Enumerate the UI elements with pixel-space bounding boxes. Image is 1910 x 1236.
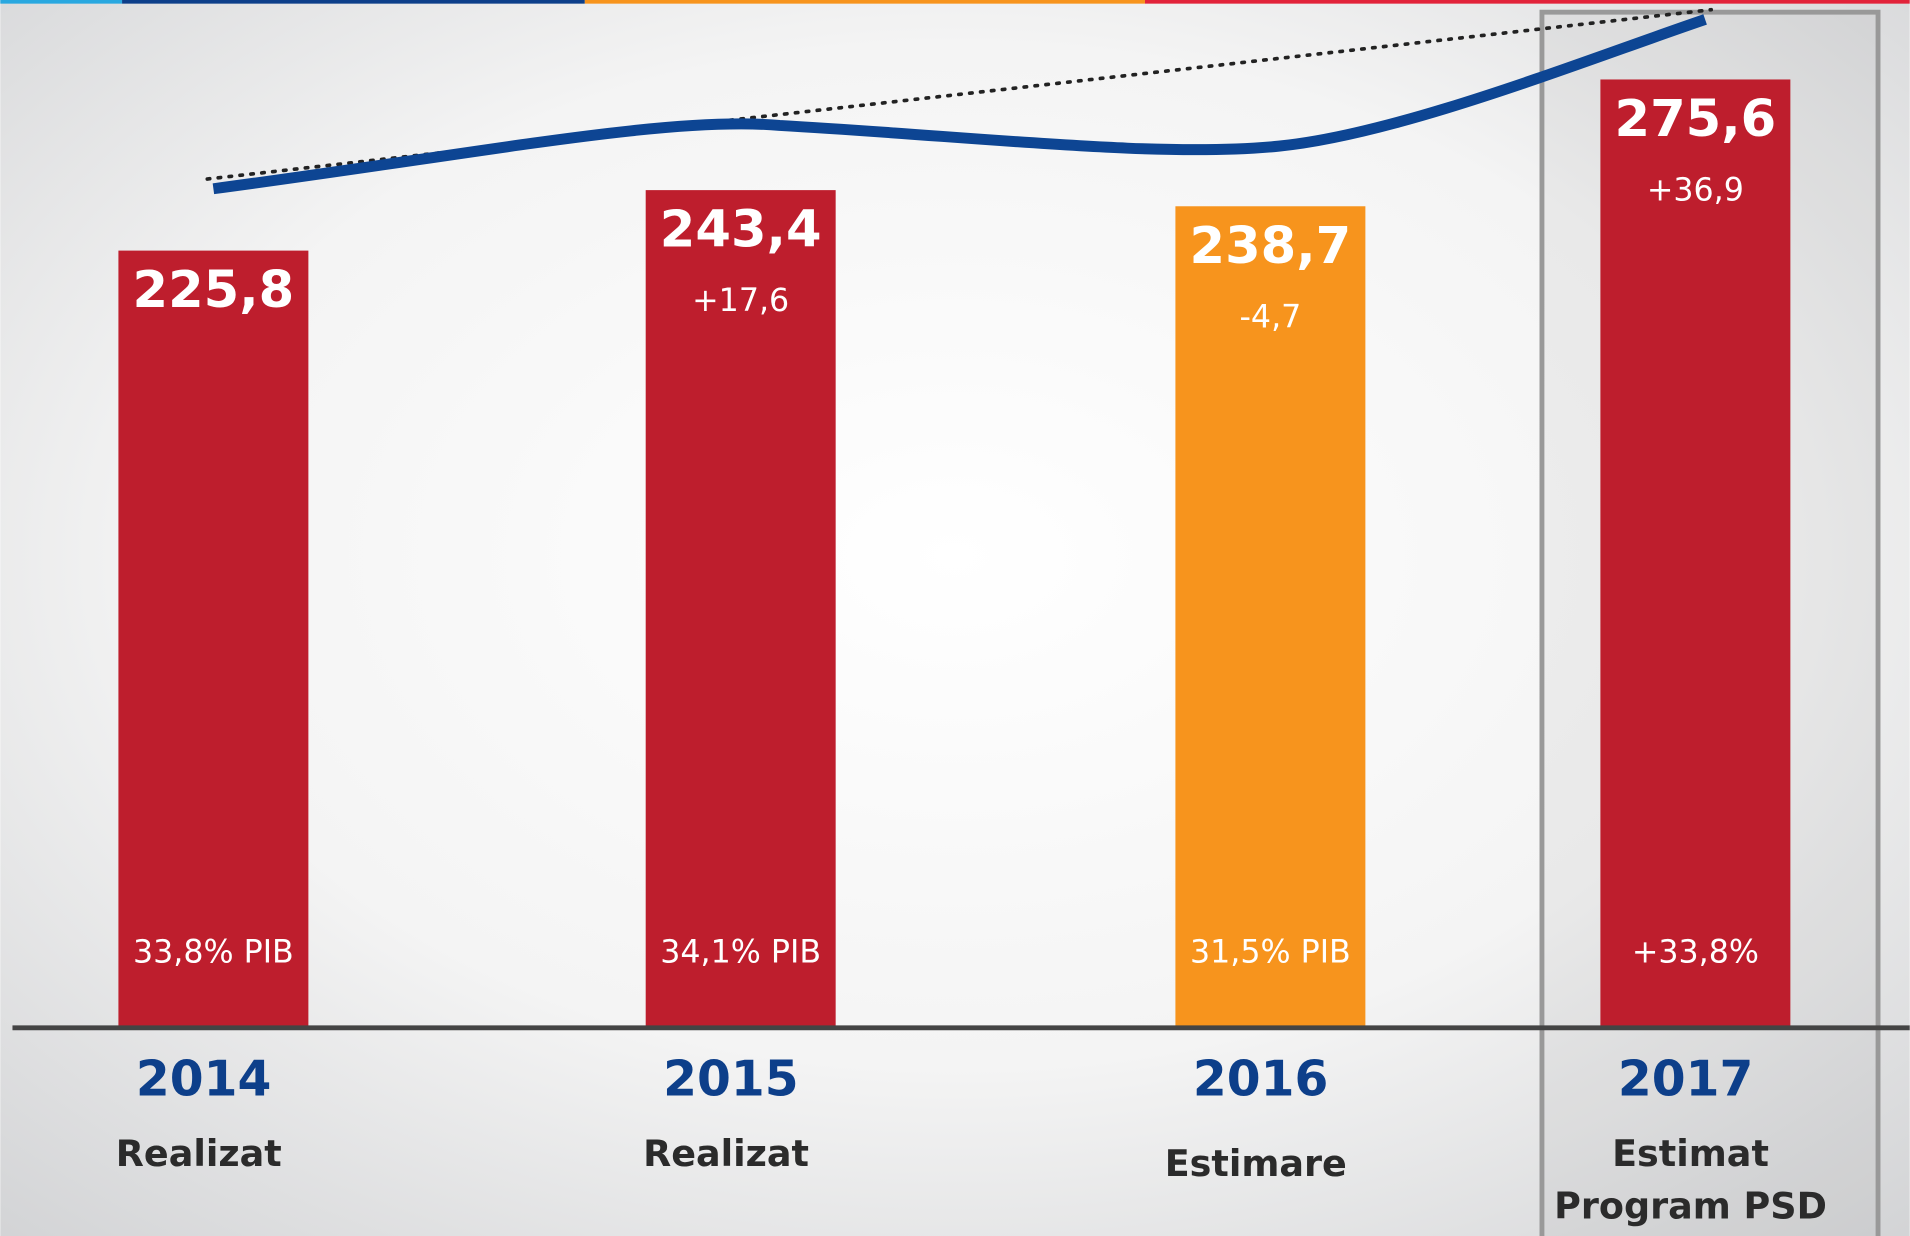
year-label: 2016 bbox=[1193, 1052, 1329, 1108]
year-label: 2015 bbox=[663, 1052, 799, 1108]
pib-label: 31,5% PIB bbox=[1190, 934, 1351, 970]
value-label: 238,7 bbox=[1190, 217, 1352, 276]
pib-label: +33,8% bbox=[1632, 934, 1759, 970]
plot: 225,8 33,8% PIB 2014 Realizat 243,4 +17,6 34,1… bbox=[116, 9, 1881, 1236]
sub-label: Estimare bbox=[1165, 1142, 1347, 1185]
value-label: 275,6 bbox=[1615, 90, 1777, 149]
pib-label: 33,8% PIB bbox=[133, 934, 294, 970]
sub-label: Realizat bbox=[643, 1132, 809, 1175]
bar bbox=[645, 190, 836, 1027]
sub-label: Program PSD bbox=[1554, 1184, 1827, 1227]
change-label: +17,6 bbox=[692, 283, 789, 319]
year-label: 2017 bbox=[1618, 1052, 1754, 1108]
value-label: 243,4 bbox=[660, 201, 822, 260]
bar bbox=[1600, 79, 1791, 1027]
bar bbox=[1175, 206, 1366, 1027]
top-stripe bbox=[1144, 0, 1910, 4]
sub-label: Estimat bbox=[1612, 1132, 1769, 1175]
pib-label: 34,1% PIB bbox=[660, 934, 821, 970]
change-label: +36,9 bbox=[1647, 172, 1744, 208]
value-label: 225,8 bbox=[133, 261, 295, 320]
bar bbox=[118, 250, 309, 1027]
year-label: 2014 bbox=[136, 1052, 272, 1108]
top-stripe bbox=[584, 0, 1145, 4]
top-stripe bbox=[122, 0, 585, 4]
change-label: -4,7 bbox=[1240, 299, 1302, 335]
curve bbox=[212, 14, 1707, 195]
top-stripe bbox=[0, 0, 123, 4]
sub-label: Realizat bbox=[116, 1132, 282, 1175]
